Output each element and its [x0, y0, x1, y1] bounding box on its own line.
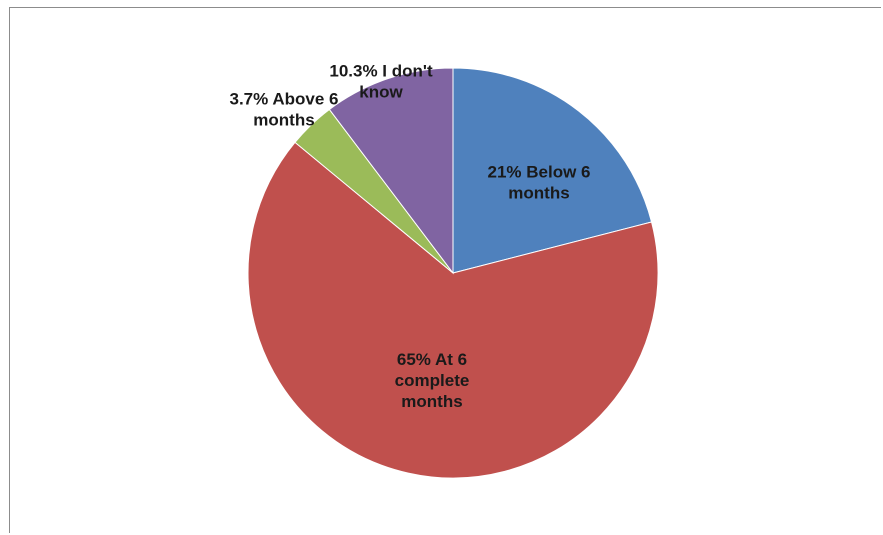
slice-label-line: 10.3% I don't — [329, 62, 433, 81]
slice-label-below-6-months: 21% Below 6 months — [488, 163, 591, 203]
slice-label-line: months — [508, 184, 569, 203]
pie-slice-at-6-complete-months — [247, 141, 659, 479]
slice-label-line: know — [359, 83, 403, 102]
slice-label-line: months — [253, 111, 314, 130]
slice-label-at-6-complete-months: 65% At 6 complete months — [395, 350, 470, 411]
slice-label-line: 3.7% Above 6 — [230, 90, 339, 109]
pie-slice-below-6-months — [452, 67, 653, 274]
slice-label-line: months — [401, 392, 462, 411]
slice-label-line: 21% Below 6 — [488, 163, 591, 182]
slice-label-line: 65% At 6 — [397, 350, 467, 369]
pie-slice-dont-know — [328, 67, 454, 275]
slice-label-dont-know: 10.3% I don't know — [329, 62, 433, 102]
slice-label-line: complete — [395, 371, 470, 390]
slice-label-above-6-months: 3.7% Above 6 months — [230, 90, 339, 130]
chart-frame: 21% Below 6 months 65% At 6 complete months 3… — [9, 7, 881, 533]
